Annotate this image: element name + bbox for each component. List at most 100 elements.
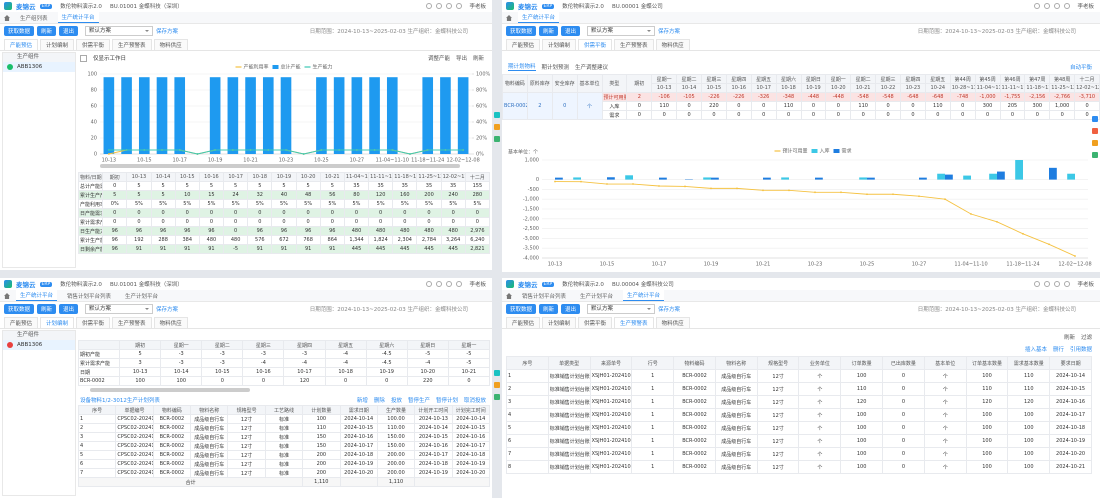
header-icon[interactable] (456, 3, 462, 9)
action[interactable]: 暂停计划 (435, 398, 458, 404)
header-icon[interactable] (426, 281, 432, 287)
button[interactable]: 获取数据 (506, 26, 537, 36)
button[interactable]: 获取数据 (4, 26, 35, 36)
scheme-select[interactable]: 默认方案 (587, 26, 656, 36)
module-tab[interactable]: 计划编制 (542, 39, 577, 50)
module-tab[interactable]: 物料供应 (153, 317, 188, 328)
side-icon[interactable] (494, 370, 500, 376)
page-tab[interactable]: 生产计划平台 (580, 294, 614, 300)
table-row[interactable]: 1CPSC02-2024101900001BCR-0002成品级自行车12寸标准… (77, 414, 491, 424)
home-icon[interactable] (506, 293, 512, 299)
table-row[interactable]: 产能利用率 0% 5% 5% 5% 5% 5% 5% 5% 5% 5% 5% 5% 5% 5% 5% 5% (77, 199, 491, 209)
module-tab[interactable]: 供需平衡 (76, 39, 111, 50)
header-icon[interactable] (1044, 281, 1050, 287)
table-row[interactable]: 1标准销售计划台账XSJH01-20241013-000011BCR-0002成… (506, 369, 1092, 383)
header-icon[interactable] (456, 281, 462, 287)
button[interactable]: 退出 (561, 304, 581, 314)
table-row[interactable]: 2标准销售计划台账XSJH01-20241013-000021BCR-0002成… (506, 382, 1092, 396)
side-icon[interactable] (1092, 128, 1098, 134)
scheme-select[interactable]: 默认方案 (587, 304, 656, 314)
page-tab[interactable]: 生产计划平台 (125, 294, 159, 300)
module-tab[interactable]: 计划编制 (542, 317, 577, 328)
table-row[interactable]: 4标准销售计划台账XSJH01-20241013-000041BCR-0002成… (506, 408, 1092, 422)
module-tab[interactable]: 计划编制 (40, 317, 75, 328)
button[interactable]: 刷新 (539, 304, 559, 314)
page-tab[interactable]: 销售计划平台列表 (522, 294, 567, 300)
side-icon[interactable] (1092, 152, 1098, 158)
sub-tab[interactable]: 生产调整建议 (575, 64, 609, 71)
link[interactable]: 插入基本 (1024, 347, 1047, 353)
side-icon[interactable] (1092, 140, 1098, 146)
module-tab[interactable]: 供需平衡 (76, 317, 111, 328)
scheme-select[interactable]: 默认方案 (85, 304, 154, 314)
module-tab[interactable]: 产能预估 (506, 39, 541, 50)
table-row[interactable]: 需求 0 0 0 0 0 0 0 0 0 0 0 0 0 0 0 0 0 0 0 (503, 110, 1100, 120)
table-row[interactable]: 3标准销售计划台账XSJH01-20241013-000031BCR-0002成… (506, 395, 1092, 409)
table-row[interactable]: 4CPSC02-2024101900004BCR-0002成品级自行车12寸标准… (77, 441, 491, 451)
home-icon[interactable] (4, 293, 10, 299)
auto-link[interactable]: 自动平衡 (1069, 65, 1092, 71)
table-row[interactable]: 6CPSC02-2024101900006BCR-0002成品级自行车12寸标准… (77, 459, 491, 469)
button[interactable]: 获取数据 (4, 304, 35, 314)
action[interactable]: 删除 (373, 398, 385, 404)
action[interactable]: 刷新 (1063, 335, 1075, 341)
user-name[interactable]: 李老板 (469, 4, 486, 10)
module-tab[interactable]: 物料供应 (153, 39, 188, 50)
sub-tab[interactable]: 期计划预测 (541, 64, 570, 71)
side-icon[interactable] (1092, 116, 1098, 122)
user-name[interactable]: 李老板 (469, 282, 486, 288)
side-icon[interactable] (494, 124, 500, 130)
module-tab[interactable]: 计划编制 (40, 39, 75, 50)
action[interactable]: 取消投放 (463, 398, 486, 404)
side-icon[interactable] (494, 136, 500, 142)
header-icon[interactable] (1064, 281, 1070, 287)
module-tab[interactable]: 物料供应 (655, 39, 690, 50)
table-row[interactable]: 日期 10-13 10-14 10-15 10-16 10-17 10-18 10-19 10-… (77, 367, 491, 377)
scheme-select[interactable]: 默认方案 (85, 26, 154, 36)
table-row[interactable]: 2CPSC02-2024101900002BCR-0002成品级自行车12寸标准… (77, 423, 491, 433)
save-link[interactable]: 保存方案 (658, 307, 681, 313)
table-row[interactable]: 累计生产能力961922883844804805766727688641,344… (77, 235, 491, 245)
side-icon[interactable] (494, 112, 500, 118)
link[interactable]: 引用数据 (1069, 347, 1092, 353)
table-row[interactable]: 期初产能 5 -3 -3 -3 -3 -4 -4.5 -5 -5 (77, 349, 491, 359)
module-tab[interactable]: 生产预警表 (614, 317, 654, 328)
action[interactable]: 投放 (390, 398, 402, 404)
button[interactable]: 获取数据 (506, 304, 537, 314)
header-icon[interactable] (1044, 3, 1050, 9)
action[interactable]: 调整产能 (427, 56, 450, 62)
table-row[interactable]: BCR-0002 100 100 0 0 120 0 0 220 0 (77, 376, 491, 386)
header-icon[interactable] (436, 281, 442, 287)
page-tab[interactable]: 生产统计平台 (16, 290, 58, 301)
table-row[interactable]: 6标准销售计划台账XSJH01-20241013-000061BCR-0002成… (506, 434, 1092, 448)
link[interactable]: 删行 (1052, 347, 1064, 353)
action[interactable]: 刷新 (472, 56, 484, 62)
side-icon[interactable] (494, 394, 500, 400)
button[interactable]: 刷新 (37, 304, 57, 314)
action[interactable]: 暂停生产 (407, 398, 430, 404)
list-item[interactable]: ABB1306 (3, 340, 75, 350)
checkbox[interactable] (80, 54, 87, 62)
module-tab[interactable]: 生产预警表 (112, 317, 152, 328)
header-icon[interactable] (1064, 3, 1070, 9)
table-row[interactable]: BCR-0002 2 0 个预计可用量 2 -106 -105 -226 -226 -326 -34… (502, 92, 1100, 120)
header-icon[interactable] (1034, 281, 1040, 287)
module-tab[interactable]: 产能预估 (4, 39, 39, 50)
user-name[interactable]: 李老板 (1077, 282, 1094, 288)
page-tab[interactable]: 生产统计平台 (57, 12, 99, 23)
user-name[interactable]: 李老板 (1077, 4, 1094, 10)
home-icon[interactable] (4, 15, 10, 21)
header-icon[interactable] (1054, 281, 1060, 287)
table-row[interactable]: 总计产能需求05555555553535353535155 (77, 181, 491, 191)
list-item[interactable]: ABB1306 (3, 62, 75, 72)
table-row[interactable]: 5标准销售计划台账XSJH01-20241013-000051BCR-0002成… (506, 421, 1092, 435)
button[interactable]: 退出 (561, 26, 581, 36)
save-link[interactable]: 保存方案 (156, 307, 179, 313)
button[interactable]: 退出 (59, 304, 79, 314)
table-row[interactable]: 7标准销售计划台账XSJH01-20241013-000071BCR-0002成… (506, 447, 1092, 461)
module-tab[interactable]: 供需平衡 (578, 317, 613, 328)
page-tab[interactable]: 生产组列表 (20, 16, 48, 22)
page-tab[interactable]: 生产统计平台 (623, 290, 665, 301)
